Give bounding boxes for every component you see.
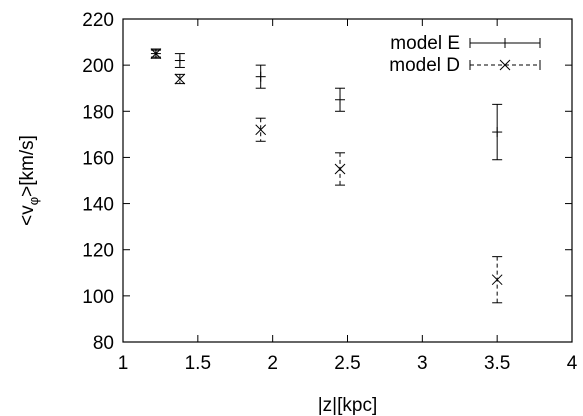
point-marker	[174, 73, 186, 85]
data-point	[334, 152, 346, 186]
series-model-d	[150, 48, 503, 304]
x-tick-label: 2.5	[334, 353, 360, 374]
axis-ticks	[122, 18, 573, 343]
y-tick-label: 80	[93, 333, 114, 354]
plot-frame	[122, 18, 573, 343]
y-tick-label: 120	[82, 241, 114, 262]
point-marker	[491, 274, 503, 286]
point-marker	[174, 55, 185, 66]
series-layer	[150, 48, 503, 304]
y-tick-label: 140	[82, 195, 114, 216]
y-tick-label: 180	[82, 102, 114, 123]
data-point	[492, 103, 503, 161]
y-axis-label-prefix: <v	[17, 205, 38, 226]
x-tick-label: 3.5	[484, 353, 510, 374]
y-tick-label: 100	[82, 287, 114, 308]
y-axis-label: <vφ>[km/s]	[17, 135, 41, 226]
y-axis-label-suffix: >[km/s]	[17, 135, 38, 197]
data-point	[174, 53, 185, 68]
x-tick-label: 4	[567, 353, 578, 374]
x-axis-label: |z|[kpc]	[318, 395, 378, 416]
data-point	[491, 256, 503, 304]
marker-stroke	[174, 73, 186, 85]
y-tick-label: 220	[82, 10, 114, 31]
x-tick-label: 1	[118, 353, 129, 374]
point-marker	[150, 48, 162, 59]
point-marker	[255, 124, 267, 136]
marker-stroke	[150, 48, 162, 59]
marker-stroke	[491, 274, 503, 286]
y-tick-label: 160	[82, 148, 114, 169]
point-marker	[335, 94, 346, 105]
legend-label: model D	[389, 55, 460, 76]
data-point	[255, 117, 267, 142]
data-point	[150, 48, 162, 59]
x-tick-label: 2	[267, 353, 278, 374]
marker-stroke	[499, 59, 511, 71]
data-point	[255, 64, 266, 89]
point-marker	[334, 163, 346, 175]
y-tick-label: 200	[82, 56, 114, 77]
data-point	[335, 87, 346, 112]
axis-tick-labels: 1 1.5 2 2.5 3 3.5 4 80 100 120 140 160 180 200 220	[82, 10, 577, 374]
point-marker	[492, 127, 503, 138]
legend-label: model E	[390, 33, 460, 54]
legend-marker	[499, 59, 511, 71]
legend-marker	[500, 38, 510, 48]
x-tick-label: 1.5	[185, 353, 211, 374]
x-tick-label: 3	[417, 353, 428, 374]
y-axis-label-subscript: φ	[26, 197, 41, 205]
point-marker	[255, 71, 266, 82]
legend-item: model E	[390, 33, 541, 54]
marker-stroke	[334, 163, 346, 175]
data-point	[174, 73, 186, 85]
marker-stroke	[255, 124, 267, 136]
legend-item: model D	[389, 55, 541, 76]
